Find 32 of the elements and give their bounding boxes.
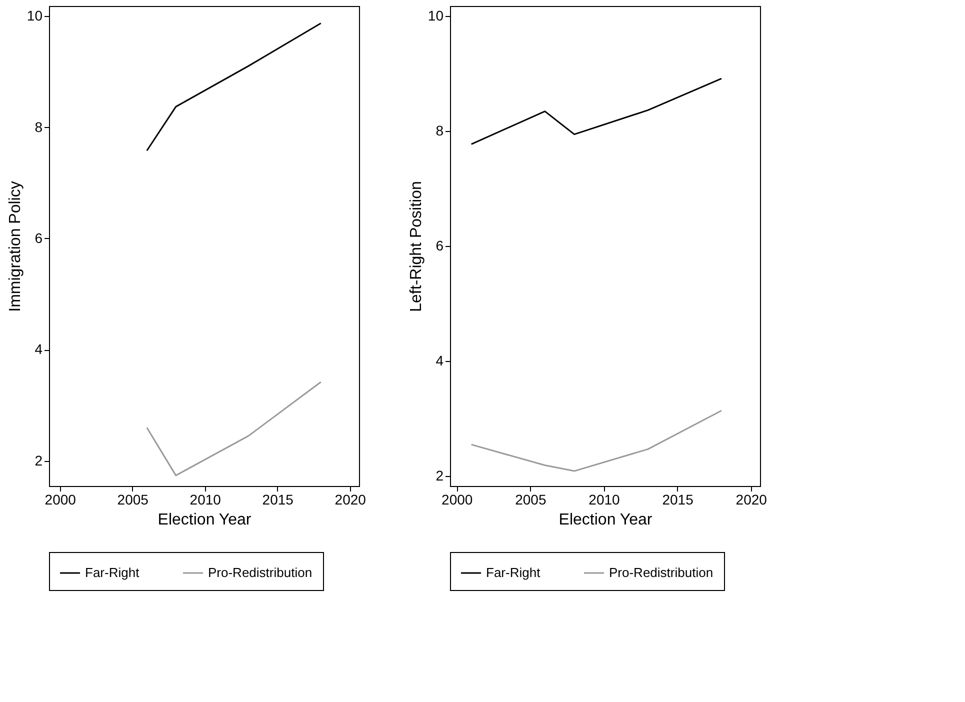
line-series	[470, 78, 722, 145]
x-tick-label: 2015	[662, 492, 694, 508]
y-tick-label: 6	[436, 238, 444, 254]
y-tick-label: 10	[26, 8, 43, 24]
y-tick-label: 4	[436, 352, 444, 369]
x-tick-label: 2005	[117, 492, 149, 508]
y-axis-title: Left-Right Position	[408, 181, 425, 312]
x-tick-label: 2010	[588, 492, 620, 508]
line-series	[146, 22, 322, 152]
x-tick-label: 2015	[262, 492, 294, 508]
legend-label: Pro-Redistribution	[609, 565, 714, 580]
x-tick-label: 2020	[334, 492, 366, 508]
legend-label: Pro-Redistribution	[208, 565, 312, 580]
y-tick-label: 6	[34, 230, 43, 246]
y-tick-label: 4	[34, 341, 43, 358]
y-tick-label: 10	[428, 7, 444, 24]
x-axis-title: Election Year	[558, 512, 653, 528]
x-axis-title: Election Year	[158, 512, 252, 528]
y-tick-label: 8	[436, 122, 444, 138]
x-tick-label: 2005	[515, 492, 546, 508]
x-tick-label: 2000	[442, 492, 473, 508]
x-tick-label: 2000	[44, 492, 76, 508]
legend-label: Far-Right	[85, 565, 140, 580]
y-tick-label: 2	[436, 468, 444, 484]
x-tick-label: 2020	[736, 492, 768, 508]
y-axis-title: Immigration Policy	[6, 181, 24, 312]
line-series	[470, 410, 722, 472]
line-series	[146, 381, 322, 476]
y-tick-label: 2	[34, 452, 43, 468]
legend-label: Far-Right	[486, 565, 541, 580]
x-tick-label: 2010	[190, 492, 222, 508]
y-tick-label: 8	[34, 118, 43, 135]
